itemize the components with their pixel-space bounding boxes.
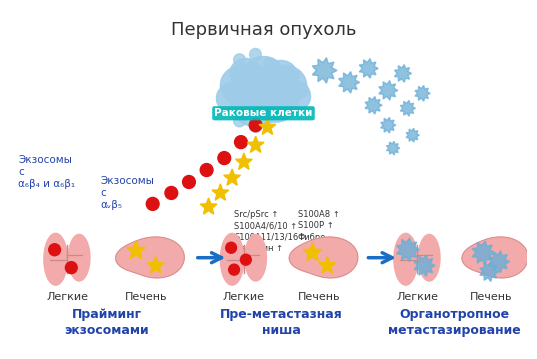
Text: Экзосомы
с
α₆β₄ и α₆β₁: Экзосомы с α₆β₄ и α₆β₁ (18, 155, 76, 190)
Polygon shape (415, 85, 430, 101)
Ellipse shape (241, 254, 251, 265)
Ellipse shape (220, 233, 244, 285)
Polygon shape (400, 101, 416, 116)
Text: Органотропное
метастазирование: Органотропное метастазирование (388, 308, 521, 336)
Ellipse shape (234, 90, 273, 126)
Polygon shape (489, 251, 510, 272)
Ellipse shape (394, 233, 417, 285)
Ellipse shape (418, 234, 440, 281)
Ellipse shape (229, 264, 240, 275)
Ellipse shape (256, 90, 295, 122)
Ellipse shape (245, 234, 266, 281)
Polygon shape (289, 237, 358, 278)
Ellipse shape (49, 244, 61, 256)
Ellipse shape (264, 111, 275, 122)
Ellipse shape (250, 120, 262, 132)
Ellipse shape (226, 242, 236, 253)
Text: Легкие: Легкие (223, 292, 265, 302)
Ellipse shape (200, 164, 213, 177)
Polygon shape (319, 257, 336, 273)
Polygon shape (259, 118, 276, 135)
Ellipse shape (234, 54, 245, 66)
Ellipse shape (273, 104, 285, 116)
Polygon shape (224, 169, 241, 185)
Polygon shape (480, 262, 499, 281)
Ellipse shape (287, 70, 299, 82)
Polygon shape (339, 71, 360, 93)
Polygon shape (395, 65, 411, 82)
Text: Легкие: Легкие (396, 292, 438, 302)
Ellipse shape (218, 151, 231, 164)
Polygon shape (313, 58, 337, 83)
Polygon shape (365, 97, 382, 114)
Ellipse shape (231, 71, 243, 83)
Polygon shape (387, 141, 400, 155)
Ellipse shape (234, 115, 245, 127)
Text: S100A8 ↑
S100P ↑
Фибро-
нектин ↑: S100A8 ↑ S100P ↑ Фибро- нектин ↑ (298, 210, 339, 253)
Ellipse shape (235, 136, 248, 149)
Ellipse shape (275, 80, 310, 112)
Polygon shape (379, 80, 398, 100)
Ellipse shape (236, 66, 291, 114)
Ellipse shape (250, 48, 262, 60)
Polygon shape (127, 241, 146, 259)
Polygon shape (115, 237, 184, 278)
Polygon shape (147, 257, 164, 273)
Ellipse shape (66, 262, 77, 274)
Polygon shape (406, 128, 419, 142)
Polygon shape (397, 238, 419, 261)
FancyArrowPatch shape (198, 253, 222, 263)
Text: Раковые клетки: Раковые клетки (214, 108, 313, 118)
Text: Пре-метастазная
ниша: Пре-метастазная ниша (220, 308, 343, 336)
Ellipse shape (183, 176, 195, 188)
Ellipse shape (273, 65, 285, 77)
FancyArrowPatch shape (368, 253, 392, 263)
Ellipse shape (265, 60, 297, 88)
Ellipse shape (146, 197, 159, 210)
Ellipse shape (249, 119, 262, 132)
Ellipse shape (234, 84, 246, 96)
Polygon shape (200, 198, 217, 214)
Text: Первичная опухоль: Первичная опухоль (171, 20, 356, 39)
Text: Печень: Печень (298, 292, 340, 302)
Ellipse shape (264, 58, 275, 70)
Polygon shape (247, 136, 264, 152)
Ellipse shape (231, 97, 243, 109)
Polygon shape (212, 184, 229, 200)
Polygon shape (236, 153, 252, 169)
Ellipse shape (216, 82, 252, 114)
Polygon shape (414, 255, 435, 276)
Text: Печень: Печень (470, 292, 512, 302)
Text: Печень: Печень (125, 292, 167, 302)
Polygon shape (381, 117, 396, 133)
Text: Src/pSrc ↑
S100A4/6/10 ↑
S100A11/13/16↑
Ламинин ↑: Src/pSrc ↑ S100A4/6/10 ↑ S100A11/13/16↑ … (234, 210, 306, 253)
Ellipse shape (44, 233, 67, 285)
Ellipse shape (165, 186, 178, 199)
Text: Экзосомы
с
αᵥβ₅: Экзосомы с αᵥβ₅ (101, 176, 155, 210)
Ellipse shape (230, 59, 262, 87)
Ellipse shape (244, 56, 283, 88)
Polygon shape (472, 241, 495, 265)
Ellipse shape (287, 99, 299, 111)
Text: Легкие: Легкие (46, 292, 89, 302)
Ellipse shape (264, 65, 307, 105)
Ellipse shape (220, 65, 264, 105)
Polygon shape (462, 237, 528, 278)
Polygon shape (303, 243, 322, 261)
Text: Прайминг
экзосомами: Прайминг экзосомами (64, 308, 149, 336)
Polygon shape (359, 59, 378, 78)
Ellipse shape (68, 234, 90, 281)
Ellipse shape (297, 84, 309, 96)
